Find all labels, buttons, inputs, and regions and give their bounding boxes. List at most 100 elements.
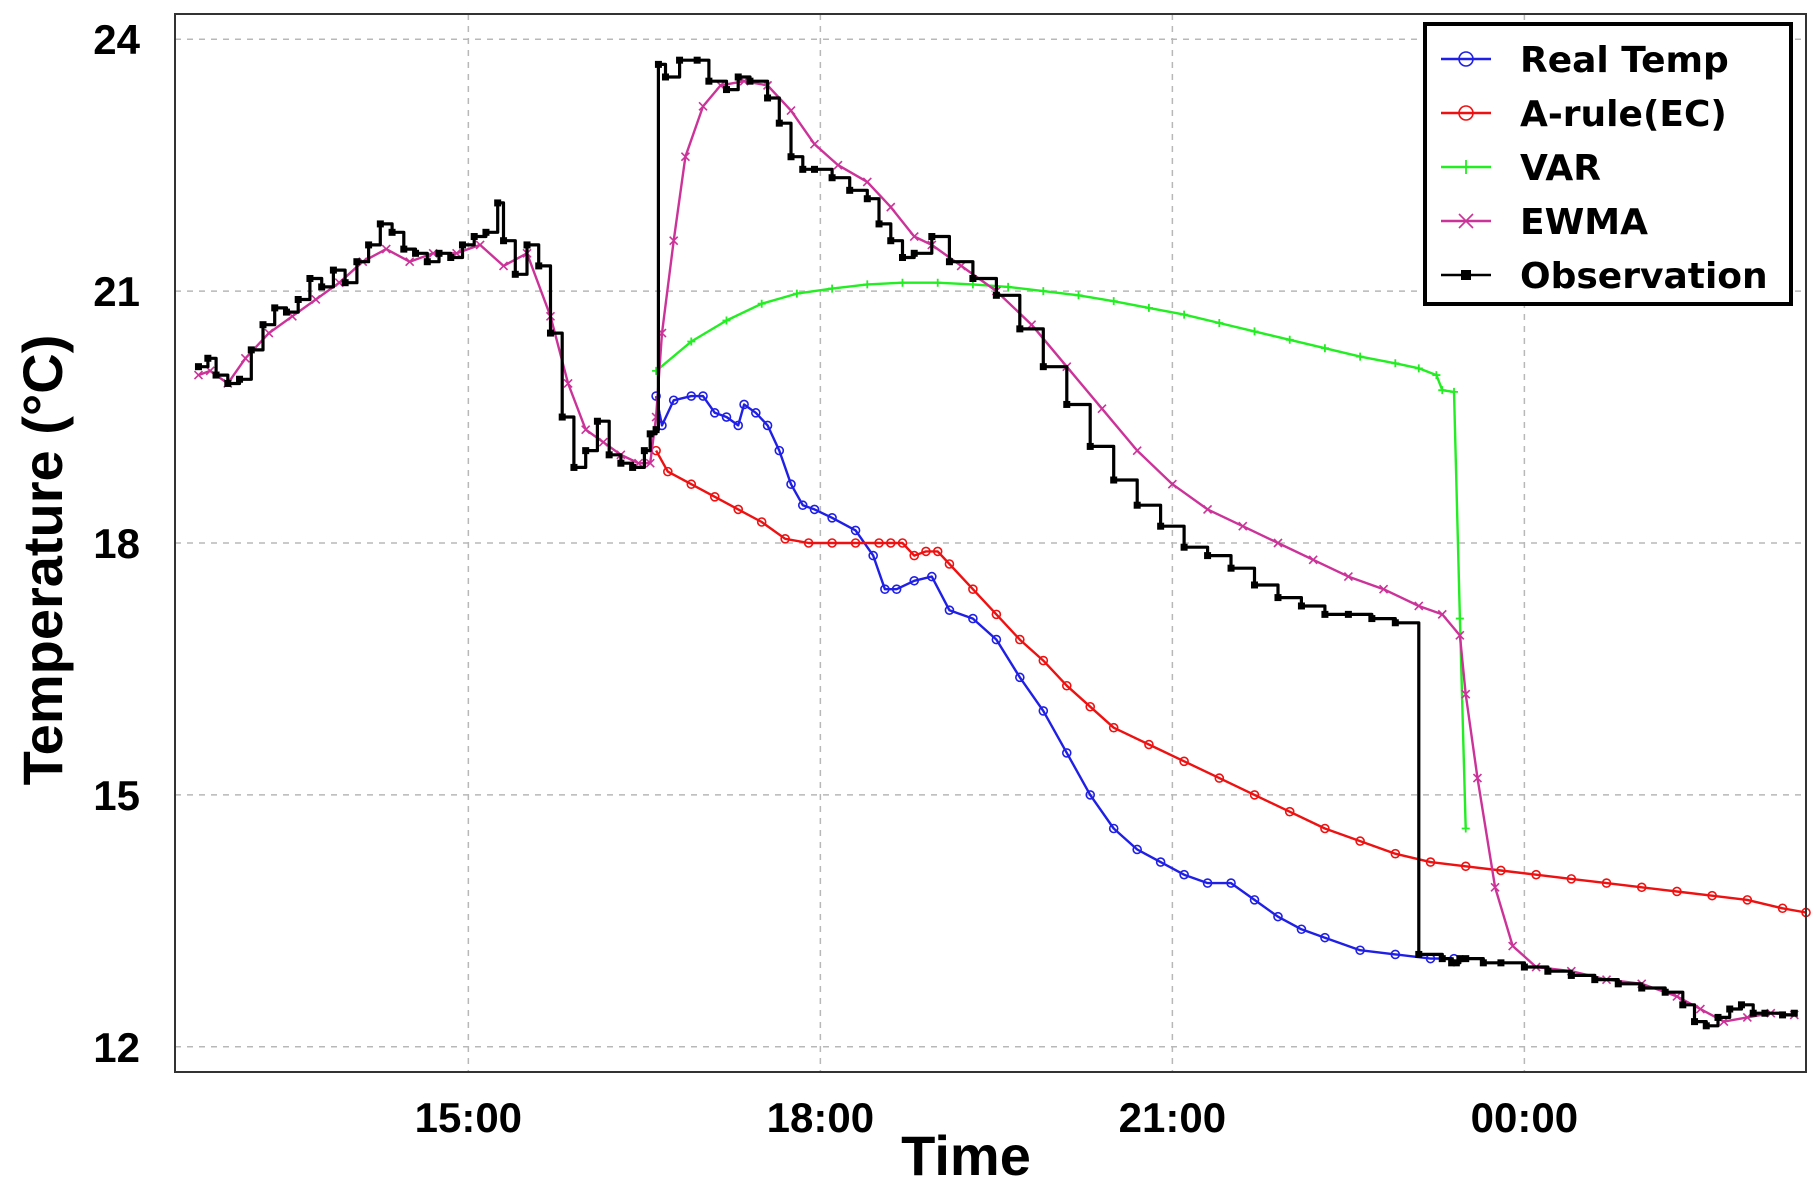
data-point — [523, 241, 531, 249]
data-point — [669, 236, 679, 246]
data-point — [764, 94, 772, 102]
data-point — [944, 559, 955, 569]
x-axis-title: Time — [901, 1124, 1031, 1187]
data-point — [470, 233, 478, 241]
data-point — [645, 458, 655, 468]
data-point — [1085, 790, 1096, 800]
data-point — [1274, 594, 1282, 602]
x-tick-label: 21:00 — [1119, 1094, 1226, 1141]
data-point — [1737, 1001, 1745, 1009]
data-point — [376, 220, 384, 228]
data-point — [1726, 1005, 1734, 1013]
legend-label: VAR — [1520, 148, 1601, 189]
data-point — [1320, 932, 1330, 943]
data-point — [1452, 959, 1460, 967]
series-layer — [193, 56, 1811, 1030]
legend-entry: Observation — [1441, 256, 1768, 297]
data-point — [1039, 287, 1048, 296]
data-point — [663, 466, 673, 477]
data-point — [787, 153, 795, 161]
data-point — [1777, 903, 1788, 914]
data-point — [1251, 581, 1259, 589]
data-point — [500, 237, 508, 245]
data-point — [733, 420, 744, 431]
data-point — [921, 546, 931, 557]
data-point — [932, 546, 943, 557]
data-point — [1180, 310, 1189, 319]
data-point — [1179, 756, 1189, 767]
data-point — [194, 363, 202, 371]
data-point — [1415, 950, 1423, 958]
data-point — [991, 609, 1002, 620]
data-point — [828, 284, 837, 293]
data-point — [1591, 976, 1599, 984]
data-point — [698, 391, 708, 401]
legend-entry: A-rule(EC) — [1441, 94, 1727, 135]
data-point — [1695, 1004, 1705, 1014]
data-point — [739, 399, 749, 410]
legend: Real Temp A-rule(EC) VAR EWMA Observation — [1423, 22, 1793, 306]
data-point — [247, 346, 255, 354]
data-point — [1508, 941, 1518, 951]
data-point — [1479, 959, 1487, 967]
x-tick-label: 18:00 — [767, 1094, 874, 1141]
data-point — [1108, 722, 1119, 733]
data-point — [1157, 522, 1165, 530]
legend-entry: EWMA — [1441, 202, 1648, 243]
data-point — [1567, 971, 1575, 979]
legend-label: Observation — [1520, 256, 1768, 297]
data-point — [709, 408, 720, 418]
data-point — [756, 517, 767, 527]
data-point — [1204, 552, 1212, 560]
data-point — [581, 425, 591, 435]
data-point — [1179, 869, 1189, 880]
data-point — [909, 575, 920, 586]
y-tick-label: 15 — [93, 772, 140, 819]
data-point — [1273, 538, 1283, 548]
data-point — [1202, 878, 1213, 888]
data-point — [722, 86, 730, 94]
data-point — [1472, 773, 1483, 783]
legend-label: A-rule(EC) — [1520, 94, 1727, 135]
data-point — [676, 56, 684, 64]
data-point — [705, 77, 713, 85]
data-point — [1458, 213, 1474, 229]
data-point — [1455, 630, 1465, 640]
data-point — [1356, 352, 1365, 361]
data-point — [751, 408, 761, 418]
data-point — [928, 233, 936, 241]
data-point — [1461, 270, 1471, 280]
legend-label: EWMA — [1520, 202, 1648, 243]
data-point — [686, 479, 697, 490]
data-point — [1038, 655, 1049, 666]
series-line-real-temp — [654, 394, 1454, 960]
y-tick-labels: 12 15 18 21 24 — [93, 16, 140, 1071]
data-point — [1459, 160, 1473, 174]
data-point — [1343, 572, 1353, 582]
data-point — [1227, 564, 1235, 572]
data-point — [1544, 967, 1552, 975]
data-point — [563, 378, 573, 389]
data-point — [405, 257, 415, 267]
data-point — [992, 291, 1000, 299]
data-point — [1779, 1011, 1787, 1019]
y-tick-label: 21 — [93, 268, 140, 315]
data-point — [762, 420, 773, 431]
data-point — [1425, 857, 1436, 867]
data-point — [1368, 615, 1376, 623]
data-point — [1097, 404, 1107, 414]
data-point — [709, 492, 720, 502]
data-point — [868, 550, 878, 561]
data-point — [1180, 543, 1188, 551]
data-point — [693, 56, 701, 64]
data-point — [1215, 319, 1224, 328]
data-point — [236, 375, 244, 383]
data-point — [827, 538, 837, 548]
data-point — [850, 525, 861, 536]
y-tick-label: 18 — [93, 520, 140, 567]
data-point — [1238, 521, 1248, 531]
data-point — [1110, 476, 1118, 484]
data-point — [1355, 836, 1365, 846]
data-point — [381, 244, 391, 254]
data-point — [1133, 501, 1141, 509]
